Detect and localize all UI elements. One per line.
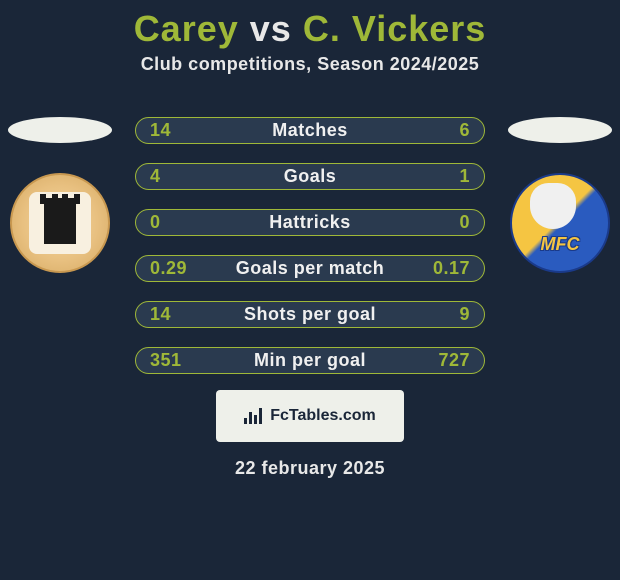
stat-row: 0Hattricks0 xyxy=(135,209,485,236)
footer-text: FcTables.com xyxy=(270,407,376,425)
player2-avatar xyxy=(508,117,612,143)
bar-chart-icon xyxy=(244,408,264,424)
stat-left-value: 0 xyxy=(150,212,210,233)
stat-right-value: 1 xyxy=(410,166,470,187)
stat-left-value: 14 xyxy=(150,304,210,325)
stat-label: Goals per match xyxy=(210,258,410,279)
subtitle: Club competitions, Season 2024/2025 xyxy=(0,54,620,75)
club-badge-right: MFC xyxy=(510,173,610,273)
date-label: 22 february 2025 xyxy=(0,458,620,479)
stat-row: 14Matches6 xyxy=(135,117,485,144)
stat-left-value: 4 xyxy=(150,166,210,187)
player2-name: C. Vickers xyxy=(303,8,486,49)
stat-label: Min per goal xyxy=(210,350,410,371)
main-row: 14Matches64Goals10Hattricks00.29Goals pe… xyxy=(0,117,620,374)
right-column: MFC xyxy=(505,117,615,273)
stat-label: Hattricks xyxy=(210,212,410,233)
player1-avatar xyxy=(8,117,112,143)
player1-name: Carey xyxy=(134,8,239,49)
stat-left-value: 351 xyxy=(150,350,210,371)
club-badge-left xyxy=(10,173,110,273)
stat-right-value: 727 xyxy=(410,350,470,371)
stat-label: Goals xyxy=(210,166,410,187)
stat-right-value: 6 xyxy=(410,120,470,141)
stat-right-value: 9 xyxy=(410,304,470,325)
stats-column: 14Matches64Goals10Hattricks00.29Goals pe… xyxy=(135,117,485,374)
stat-row: 14Shots per goal9 xyxy=(135,301,485,328)
footer-attribution[interactable]: FcTables.com xyxy=(216,390,404,442)
stat-label: Shots per goal xyxy=(210,304,410,325)
stat-row: 351Min per goal727 xyxy=(135,347,485,374)
stat-right-value: 0.17 xyxy=(410,258,470,279)
vs-label: vs xyxy=(250,8,292,49)
club-badge-right-text: MFC xyxy=(512,234,608,255)
page-title: Carey vs C. Vickers xyxy=(0,8,620,50)
stat-row: 0.29Goals per match0.17 xyxy=(135,255,485,282)
stat-right-value: 0 xyxy=(410,212,470,233)
stat-left-value: 0.29 xyxy=(150,258,210,279)
stat-row: 4Goals1 xyxy=(135,163,485,190)
left-column xyxy=(5,117,115,273)
comparison-card: Carey vs C. Vickers Club competitions, S… xyxy=(0,0,620,479)
tower-icon xyxy=(44,202,76,244)
stag-icon xyxy=(530,183,576,229)
club-badge-left-inner xyxy=(29,192,91,254)
stat-label: Matches xyxy=(210,120,410,141)
stat-left-value: 14 xyxy=(150,120,210,141)
